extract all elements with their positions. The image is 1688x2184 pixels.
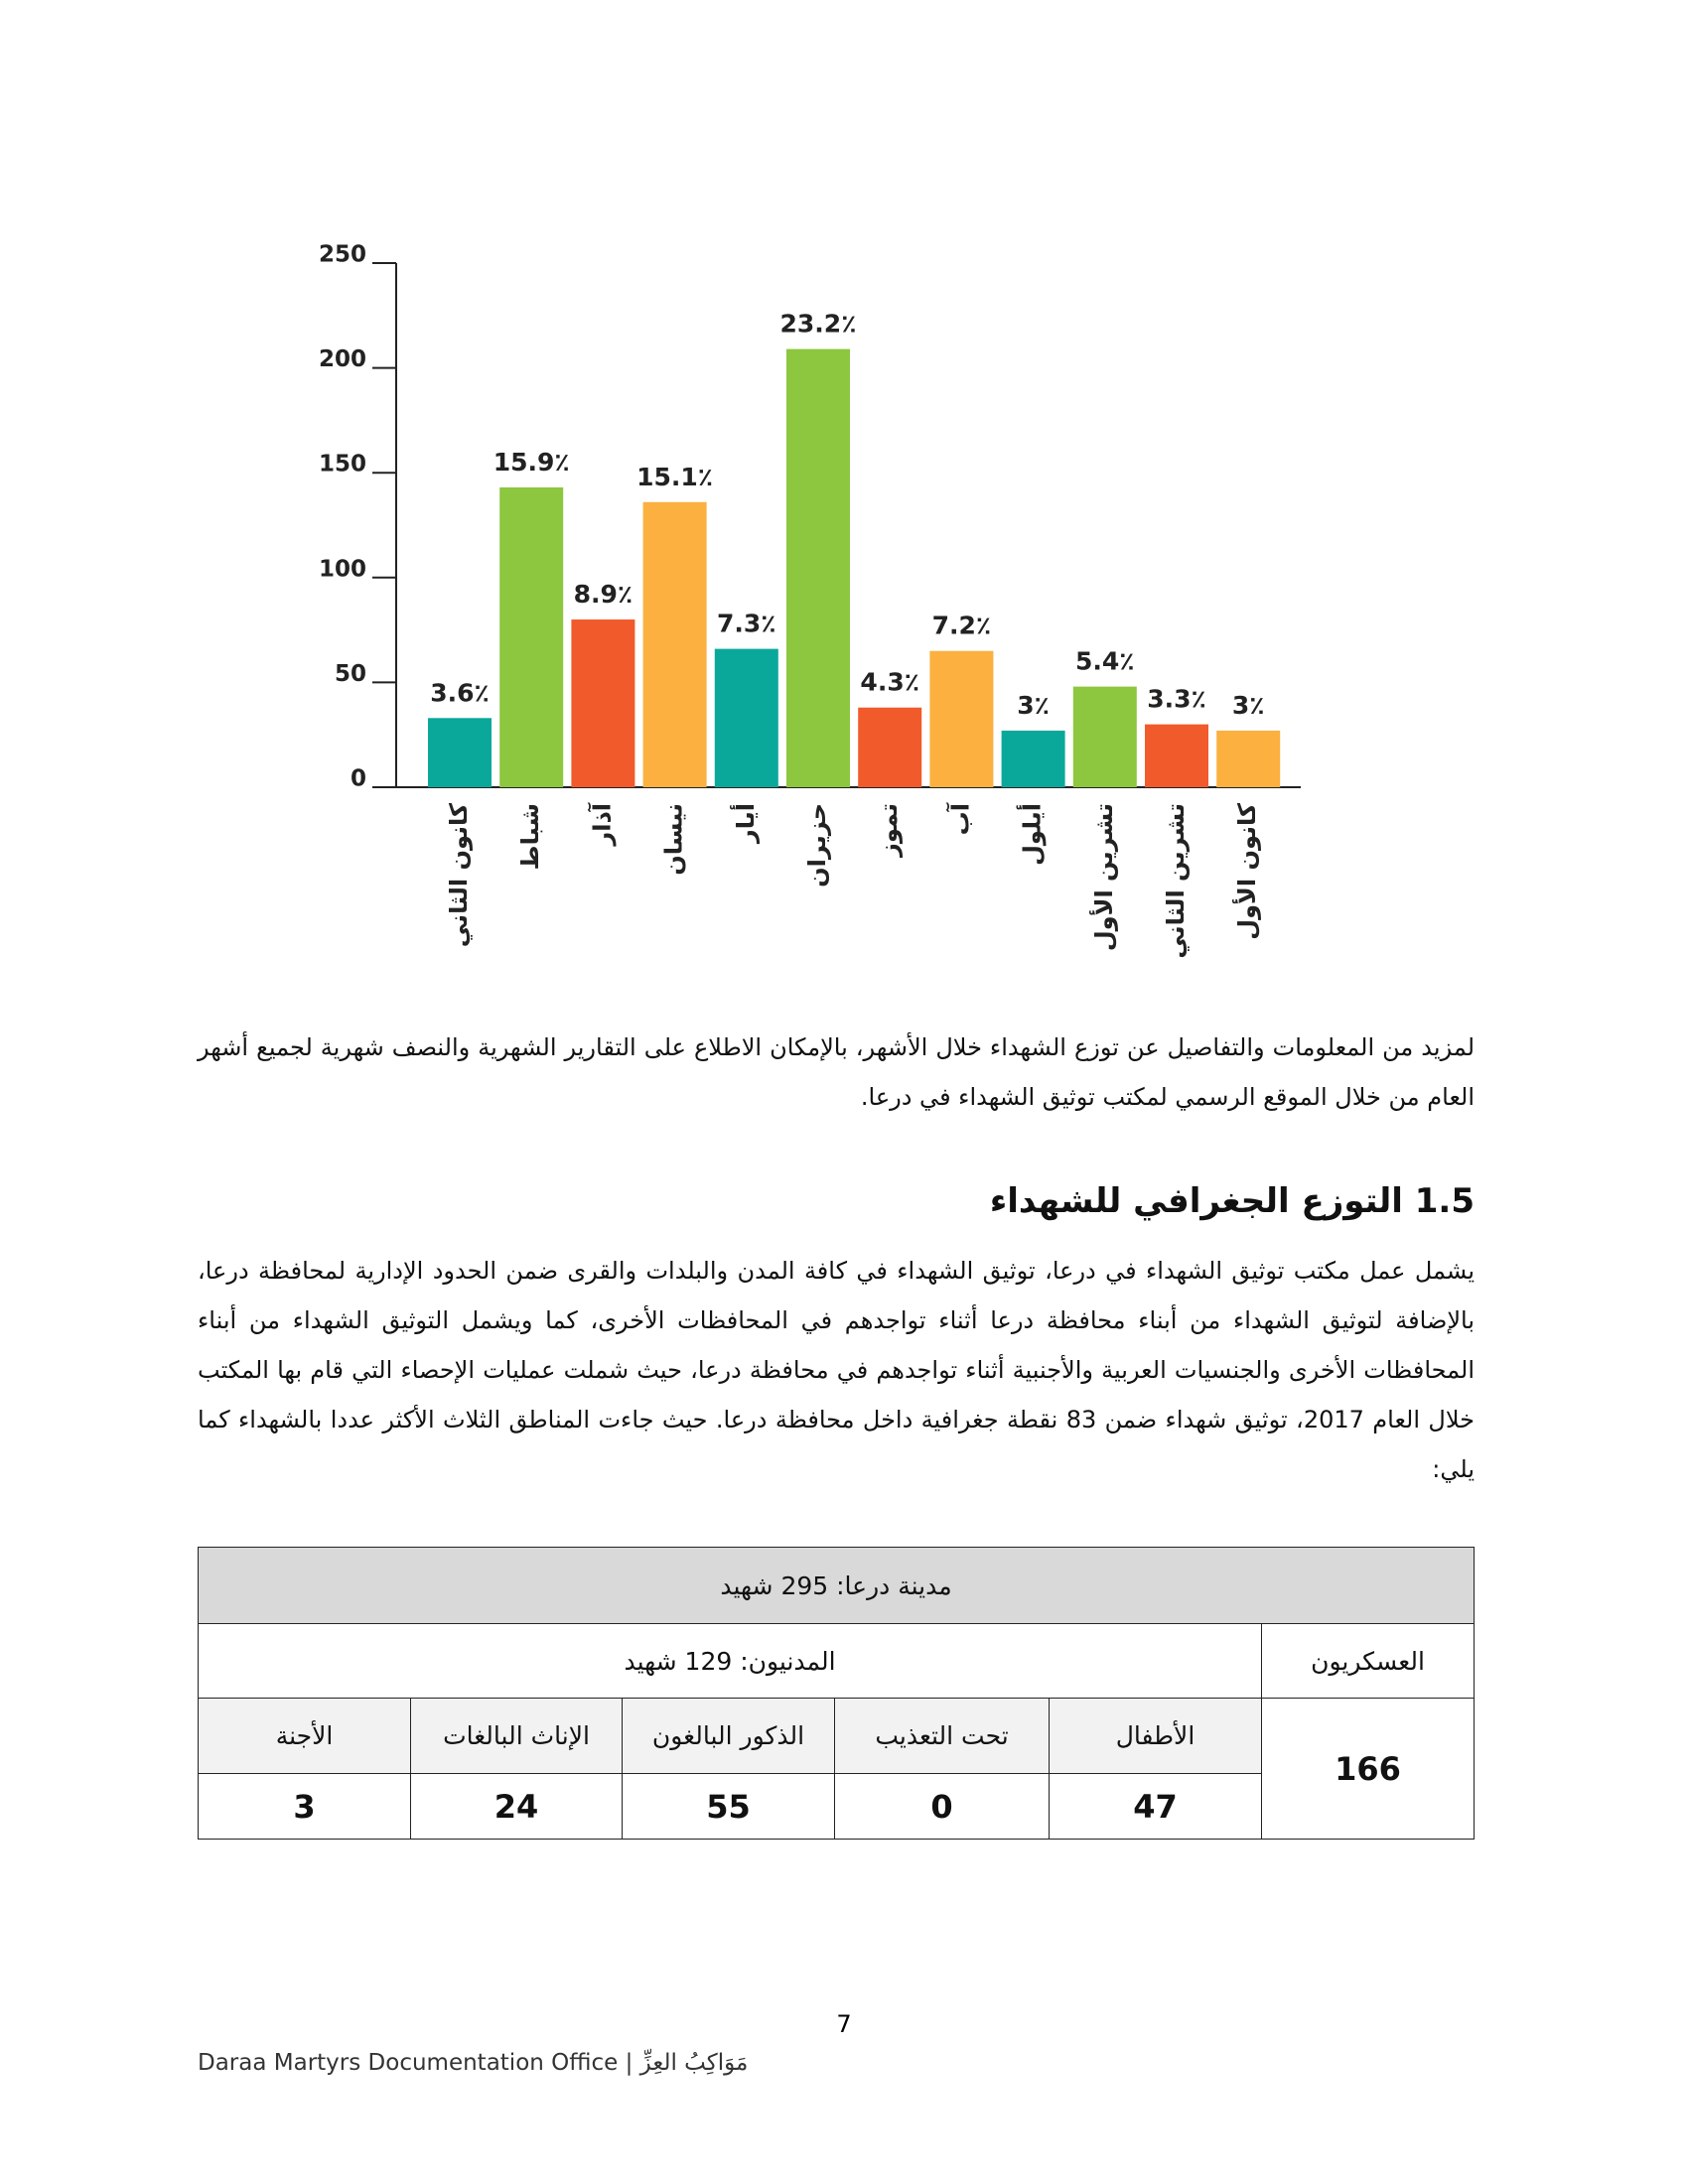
- bar: [714, 648, 778, 787]
- bar-label: 3٪: [1017, 691, 1050, 720]
- bar: [428, 718, 492, 787]
- paragraph: لمزيد من المعلومات والتفاصيل عن توزع الش…: [198, 1033, 1475, 1111]
- bar: [1145, 724, 1208, 787]
- table-header: تحت التعذيب: [834, 1698, 1050, 1774]
- table-value: 55: [622, 1773, 835, 1840]
- bar: [929, 650, 994, 787]
- x-tick-label: أيار: [730, 803, 760, 844]
- chart: 0 50 100 150 200 250 3.6٪ كانون الثاني 15.9٪ شباط…: [319, 242, 1301, 959]
- bar-label: 8.9٪: [574, 580, 633, 609]
- table-value: 0: [834, 1773, 1050, 1840]
- bar-label: 3٪: [1232, 691, 1265, 720]
- y-tick-label: 0: [351, 766, 366, 792]
- bar-label: 15.9٪: [493, 448, 570, 477]
- y-tick-label: 200: [319, 346, 366, 372]
- y-tick-label: 50: [335, 661, 366, 687]
- bar: [642, 501, 707, 787]
- x-tick-label: تشرين الثاني: [1162, 803, 1190, 959]
- footer-text: Daraa Martyrs Documentation Office | مَو…: [198, 2050, 749, 2076]
- bar-label: 23.2٪: [780, 310, 857, 339]
- x-tick-label: آب: [945, 802, 974, 835]
- x-tick-label: شباط: [516, 803, 544, 870]
- bar-label: 3.3٪: [1147, 685, 1206, 714]
- bar: [1216, 730, 1281, 787]
- table-value: 47: [1049, 1773, 1262, 1840]
- x-tick-label: آذار: [587, 802, 616, 846]
- table-value: 24: [410, 1773, 623, 1840]
- x-tick-label: كانون الأول: [1232, 803, 1261, 940]
- bar: [786, 348, 850, 787]
- bar: [1001, 730, 1065, 787]
- table-header: الإناث البالغات: [410, 1698, 623, 1774]
- bar-label: 7.2٪: [932, 612, 992, 640]
- bar-label: 5.4٪: [1075, 647, 1135, 676]
- section-heading: 1.5 التوزع الجغرافي للشهداء: [989, 1181, 1475, 1221]
- y-tick-label: 150: [319, 452, 366, 478]
- bar: [1072, 686, 1137, 787]
- y-tick-label: 100: [319, 556, 366, 582]
- table-header: الأجنة: [198, 1698, 411, 1774]
- bar: [858, 707, 922, 787]
- page-number: 7: [836, 2010, 852, 2038]
- bar-label: 7.3٪: [717, 610, 776, 638]
- bar-label: 4.3٪: [860, 668, 919, 697]
- x-tick-label: كانون الثاني: [445, 803, 473, 947]
- table-value: 166: [1261, 1698, 1475, 1840]
- table-header: الأطفال: [1049, 1698, 1262, 1774]
- x-tick-label: حزيران: [803, 803, 831, 887]
- y-tick-label: 250: [319, 242, 366, 268]
- x-tick-label: تشرين الأول: [1089, 803, 1118, 951]
- bar-label: 15.1٪: [636, 463, 713, 491]
- bar: [571, 619, 635, 787]
- x-tick-label: نيسان: [660, 803, 688, 876]
- x-tick-label: تموز: [875, 803, 903, 858]
- bar-label: 3.6٪: [430, 678, 490, 707]
- table-header: المدنيون: 129 شهيد: [198, 1623, 1262, 1699]
- bar: [499, 486, 564, 787]
- table-value: 3: [198, 1773, 411, 1840]
- paragraph: يشمل عمل مكتب توثيق الشهداء في درعا، توث…: [198, 1257, 1475, 1483]
- table-header: العسكريون: [1261, 1623, 1475, 1699]
- table-header: الذكور البالغون: [622, 1698, 835, 1774]
- x-tick-label: أيلول: [1017, 803, 1047, 866]
- table-title: مدينة درعا: 295 شهيد: [198, 1547, 1475, 1624]
